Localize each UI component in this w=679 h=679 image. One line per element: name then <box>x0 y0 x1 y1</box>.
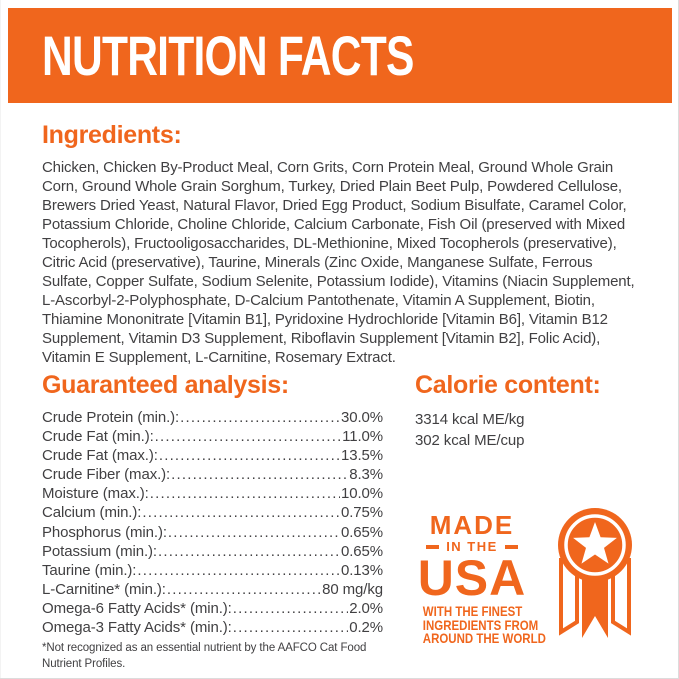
dash-left-icon <box>426 545 440 549</box>
nutrient-value: 30.0% <box>340 409 383 426</box>
guaranteed-analysis-row: Moisture (max.): 10.0% <box>42 484 383 503</box>
made-in-usa-badge: MADE IN THE USA WITH THE FINEST INGREDIE… <box>412 508 635 648</box>
ingredients-section: Ingredients: Chicken, Chicken By-Product… <box>42 121 643 367</box>
calorie-content-section: Calorie content: 3314 kcal ME/kg 302 kca… <box>415 371 665 451</box>
award-ribbon-star-icon <box>558 508 632 638</box>
dot-leader <box>158 542 340 561</box>
calorie-per-kg: 3314 kcal ME/kg <box>415 411 525 428</box>
nutrient-label: Crude Protein (min.): <box>42 409 180 426</box>
dot-leader <box>233 599 348 618</box>
dot-leader <box>171 465 348 484</box>
guaranteed-analysis-row: Calcium (min.): 0.75% <box>42 503 383 522</box>
guaranteed-analysis-heading: Guaranteed analysis: <box>42 371 289 399</box>
in-the-label: IN THE <box>446 539 498 554</box>
nutrient-label: L-Carnitine* (min.): <box>42 580 166 598</box>
nutrient-value: 0.75% <box>340 504 383 522</box>
guaranteed-analysis-row: Omega-6 Fatty Acids* (min.): 2.0% <box>42 599 383 618</box>
nutrient-value: 80 mg/kg <box>322 580 383 598</box>
aafco-footnote: *Not recognized as an essential nutrient… <box>42 642 367 670</box>
nutrient-label: Potassium (min.): <box>42 542 157 560</box>
guaranteed-analysis-row: L-Carnitine* (min.): 80 mg/kg <box>42 580 383 599</box>
tagline-line-3: AROUND THE WORLD <box>422 630 546 646</box>
nutrient-label: Omega-6 Fatty Acids* (min.): <box>42 599 232 617</box>
nutrient-value: 10.0% <box>340 485 383 503</box>
nutrient-value: 2.0% <box>349 599 383 617</box>
nutrient-value: 0.65% <box>340 542 383 560</box>
nutrient-label: Taurine (min.): <box>42 561 137 579</box>
nutrient-label: Crude Fat (max.): <box>42 447 158 465</box>
dot-leader <box>137 561 340 580</box>
made-label: MADE <box>429 510 515 540</box>
nutrient-label: Omega-3 Fatty Acids* (min.): <box>42 619 232 637</box>
dot-leader <box>168 523 340 542</box>
guaranteed-analysis-row: Crude Fat (max.): 13.5% <box>42 446 383 465</box>
guaranteed-analysis-section: Guaranteed analysis: Crude Protein (min.… <box>42 371 383 672</box>
guaranteed-analysis-row: Crude Fiber (max.): 8.3% <box>42 465 383 484</box>
dot-leader <box>159 446 340 465</box>
usa-tagline: WITH THE FINEST INGREDIENTS FROM AROUND … <box>422 603 546 646</box>
guaranteed-analysis-row: Crude Protein (min.): 30.0% <box>42 408 383 427</box>
usa-label: USA <box>417 550 527 606</box>
nutrient-value: 0.65% <box>340 523 383 541</box>
dash-right-icon <box>504 545 518 549</box>
nutrient-label: Phosphorus (min.): <box>42 523 167 541</box>
dot-leader <box>142 503 340 522</box>
dot-leader <box>233 618 348 637</box>
dot-leader <box>150 484 340 503</box>
tagline-line-1: WITH THE FINEST <box>422 603 523 619</box>
made-in-usa-text: MADE IN THE USA WITH THE FINEST INGREDIE… <box>412 508 546 646</box>
nutrient-label: Calcium (min.): <box>42 504 142 522</box>
guaranteed-analysis-row: Taurine (min.): 0.13% <box>42 561 383 580</box>
guaranteed-analysis-row: Potassium (min.): 0.65% <box>42 542 383 561</box>
nutrient-label: Moisture (max.): <box>42 485 149 503</box>
tagline-line-2: INGREDIENTS FROM <box>422 616 539 633</box>
calorie-content-heading: Calorie content: <box>415 371 601 399</box>
dot-leader <box>180 408 340 427</box>
guaranteed-analysis-row: Phosphorus (min.): 0.65% <box>42 523 383 542</box>
dot-leader <box>167 580 321 599</box>
nutrient-label: Crude Fat (min.): <box>42 428 154 446</box>
in-the-label-row: IN THE <box>412 539 532 555</box>
guaranteed-analysis-row: Crude Fat (min.): 11.0% <box>42 427 383 446</box>
nutrient-value: 0.13% <box>340 561 383 579</box>
ingredients-heading: Ingredients: <box>42 121 182 149</box>
guaranteed-analysis-row: Omega-3 Fatty Acids* (min.): 0.2% <box>42 618 383 637</box>
nutrient-value: 11.0% <box>342 428 383 446</box>
guaranteed-analysis-list: Crude Protein (min.): 30.0% Crude Fat (m… <box>42 408 383 637</box>
nutrient-value: 13.5% <box>340 447 383 465</box>
ingredients-text: Chicken, Chicken By-Product Meal, Corn G… <box>42 159 635 366</box>
calorie-per-cup: 302 kcal ME/cup <box>415 432 525 449</box>
dot-leader <box>155 427 341 446</box>
nutrient-value: 8.3% <box>349 466 383 484</box>
nutrient-value: 0.2% <box>349 619 383 637</box>
nutrient-label: Crude Fiber (max.): <box>42 466 171 484</box>
page-title: NUTRITION FACTS <box>42 24 414 87</box>
header-banner: NUTRITION FACTS <box>8 8 672 103</box>
